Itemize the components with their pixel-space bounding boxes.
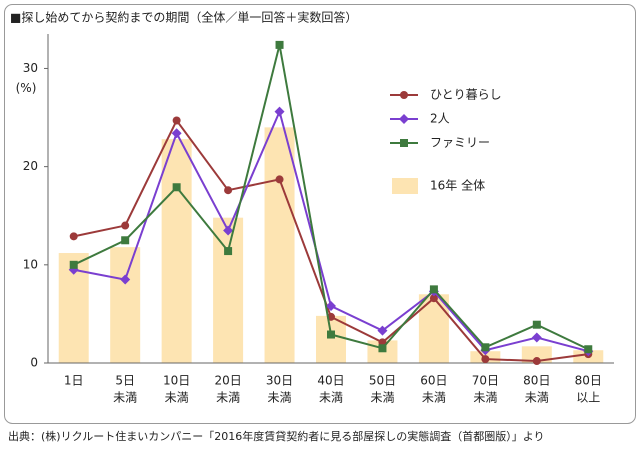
legend-swatch (392, 178, 418, 194)
point (275, 40, 284, 49)
point (69, 232, 78, 241)
point (429, 285, 438, 294)
legend-marker (399, 114, 409, 124)
point (120, 274, 131, 285)
point (223, 225, 234, 236)
legend-label: ファミリー (430, 136, 490, 150)
bar (316, 315, 346, 363)
bar (213, 217, 244, 363)
bar (110, 247, 141, 363)
legend-marker (400, 139, 408, 147)
x-tick-label: 80日 (575, 374, 602, 388)
x-tick-label: 40日 (317, 374, 344, 388)
point (531, 332, 542, 343)
x-tick-label: 未満 (319, 391, 343, 405)
point (481, 355, 490, 364)
x-tick-label: 60日 (420, 374, 447, 388)
point (224, 247, 233, 256)
legend-label: ひとり暮らし (430, 88, 502, 102)
point (326, 301, 336, 312)
x-tick-label: 30日 (266, 374, 293, 388)
source: 出典：(株)リクルート住まいカンパニー「2016年度賃貸契約者に見る部屋探しの実… (8, 429, 545, 443)
x-tick-label: 未満 (268, 391, 292, 405)
x-tick-label: 未満 (113, 391, 137, 405)
point (121, 221, 130, 230)
x-tick-label: 70日 (472, 374, 499, 388)
legend-label: 2人 (430, 112, 450, 126)
point (172, 183, 181, 192)
point (327, 330, 335, 339)
point (377, 325, 388, 336)
x-tick-label: 20日 (214, 374, 241, 388)
x-tick-label: 未満 (525, 391, 549, 405)
x-tick-label: 1日 (64, 374, 84, 388)
x-tick-label: 未満 (370, 391, 394, 405)
x-tick-label: 50日 (369, 374, 396, 388)
point (69, 260, 78, 269)
y-tick-label: 30 (23, 61, 38, 75)
x-tick-label: 未満 (216, 391, 240, 405)
point (275, 175, 284, 184)
x-tick-label: 未満 (473, 391, 497, 405)
legend-label: 16年 全体 (430, 178, 485, 193)
bar (521, 346, 552, 363)
chart-title: ■探し始めてから契約までの期間（全体／単一回答＋実数回答） (10, 10, 357, 25)
point (274, 106, 285, 117)
legend-marker (400, 91, 408, 99)
point (429, 294, 438, 303)
x-tick-label: 80日 (523, 374, 550, 388)
point (481, 343, 490, 352)
x-tick-label: 以上 (576, 391, 600, 405)
bar (264, 127, 295, 363)
point (121, 236, 130, 245)
y-axis-label: (%) (16, 81, 37, 95)
point (172, 116, 181, 125)
bar (161, 139, 192, 363)
x-tick-label: 未満 (165, 391, 189, 405)
x-tick-label: 10日 (163, 374, 190, 388)
point (378, 344, 387, 353)
point (171, 128, 182, 139)
point (584, 345, 593, 354)
point (224, 186, 233, 195)
point (532, 320, 541, 329)
y-tick-label: 20 (23, 159, 38, 173)
y-tick-label: 10 (23, 257, 38, 271)
point (532, 357, 541, 366)
y-tick-label: 0 (30, 356, 38, 370)
x-tick-label: 未満 (422, 391, 446, 405)
x-tick-label: 5日 (115, 374, 135, 388)
